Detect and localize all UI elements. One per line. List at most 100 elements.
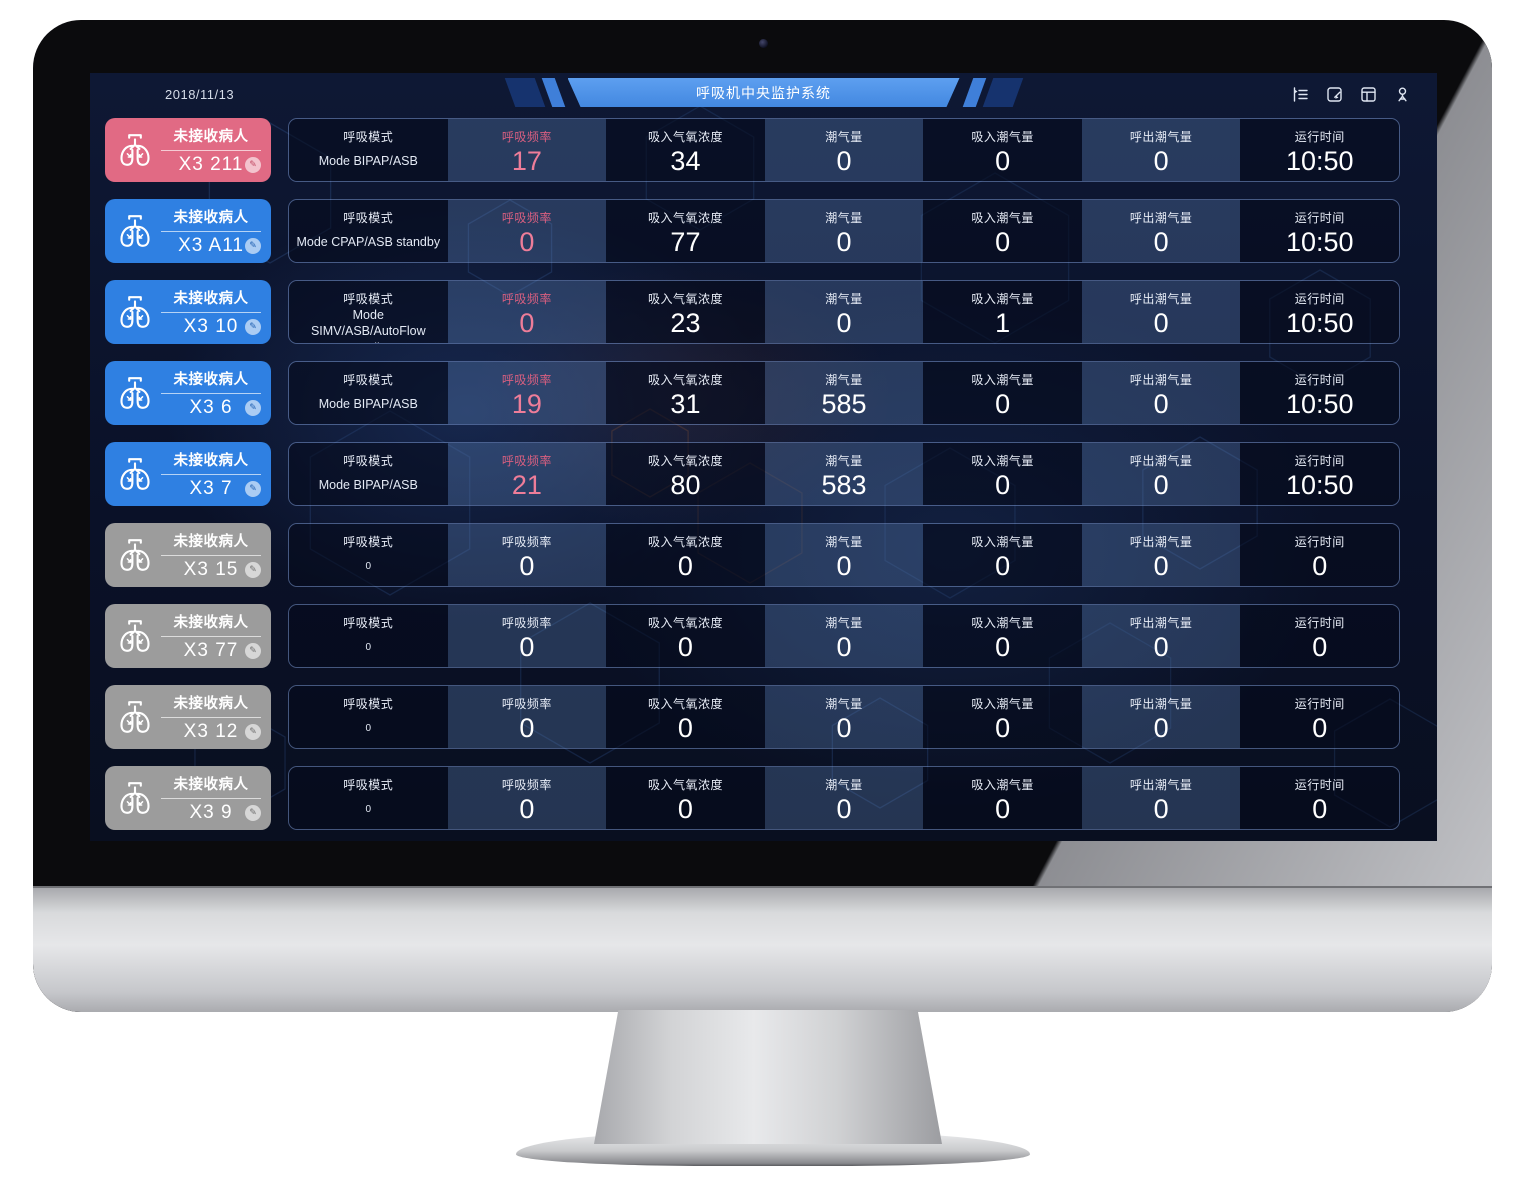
device-id: X3 7 xyxy=(189,477,233,499)
cell-col-4: 吸入潮气量 0 xyxy=(923,200,1082,262)
column-header: 呼吸频率 xyxy=(501,697,552,711)
cell-value: 0 xyxy=(1312,793,1328,824)
cell-value: 1 xyxy=(995,307,1011,338)
device-id: X3 211 xyxy=(178,153,244,175)
device-card[interactable]: 未接收病人 X3 211 ✎ xyxy=(105,118,271,182)
banner-slash-right-dark xyxy=(982,78,1023,107)
cell-col-4: 吸入潮气量 0 xyxy=(923,605,1082,667)
column-header: 吸入潮气量 xyxy=(971,697,1034,711)
cell-value: 0 xyxy=(995,226,1011,257)
column-header: 吸入潮气量 xyxy=(971,211,1034,225)
device-card[interactable]: 未接收病人 X3 10 ✎ xyxy=(105,280,271,344)
device-card[interactable]: 未接收病人 X3 15 ✎ xyxy=(105,523,271,587)
edit-icon[interactable]: ✎ xyxy=(245,642,261,659)
cell-value: 0 xyxy=(519,307,535,338)
edit-icon[interactable]: ✎ xyxy=(245,237,261,254)
cell-value: 0 xyxy=(836,631,852,662)
device-card[interactable]: 未接收病人 X3 9 ✎ xyxy=(105,766,271,830)
cell-value: 0 xyxy=(1312,631,1328,662)
column-header: 潮气量 xyxy=(825,535,863,549)
cell-value: 0 xyxy=(365,560,372,572)
cell-col-1: 呼吸频率 0 xyxy=(447,281,607,343)
cell-col-3: 潮气量 585 xyxy=(764,362,924,424)
patient-status-label: 未接收病人 xyxy=(173,614,249,631)
column-header: 呼吸频率 xyxy=(501,616,552,630)
column-header: 吸入气氧浓度 xyxy=(647,211,723,225)
app-screen: 2018/11/13 呼吸机中央监护系统 xyxy=(90,73,1437,841)
cell-col-5: 呼出潮气量 0 xyxy=(1081,443,1241,505)
cell-value: 10:50 xyxy=(1285,388,1354,419)
device-id: X3 A11 xyxy=(178,234,244,256)
device-row: 呼吸模式 0 呼吸频率 0 吸入气氧浓度 0 潮气量 0 吸入潮气量 0 呼出潮气量 0 运行时间 0 xyxy=(288,766,1400,830)
cell-col-1: 呼吸频率 21 xyxy=(447,443,607,505)
cell-col-5: 呼出潮气量 0 xyxy=(1081,605,1241,667)
patient-status-label: 未接收病人 xyxy=(173,776,249,793)
device-card[interactable]: 未接收病人 X3 12 ✎ xyxy=(105,685,271,749)
device-card[interactable]: 未接收病人 X3 7 ✎ xyxy=(105,442,271,506)
cell-value: 0 xyxy=(365,641,372,653)
edit-icon[interactable]: ✎ xyxy=(245,804,261,821)
card-divider xyxy=(161,392,261,394)
cell-col-4: 吸入潮气量 0 xyxy=(923,362,1082,424)
column-header: 运行时间 xyxy=(1294,616,1345,630)
edit-icon[interactable]: ✎ xyxy=(245,399,261,416)
cell-col-3: 潮气量 583 xyxy=(764,443,924,505)
cell-value: 80 xyxy=(670,469,701,500)
column-header: 呼吸模式 xyxy=(343,373,394,387)
cell-value: 21 xyxy=(511,469,542,500)
cell-col-6: 运行时间 0 xyxy=(1240,767,1399,829)
device-card[interactable]: 未接收病人 X3 6 ✎ xyxy=(105,361,271,425)
menu-collapse-icon[interactable] xyxy=(1291,85,1310,104)
edit-icon[interactable]: ✎ xyxy=(245,318,261,335)
layout-icon[interactable] xyxy=(1359,85,1378,104)
card-divider xyxy=(161,473,261,475)
cell-col-3: 潮气量 0 xyxy=(764,767,924,829)
device-row: 呼吸模式 Mode CPAP/ASB standby 呼吸频率 0 吸入气氧浓度 77 潮气… xyxy=(288,199,1400,263)
cell-col-5: 呼出潮气量 0 xyxy=(1081,686,1241,748)
cell-col-5: 呼出潮气量 0 xyxy=(1081,119,1241,181)
user-icon[interactable] xyxy=(1393,85,1412,104)
device-id: X3 15 xyxy=(183,558,239,580)
top-bar: 2018/11/13 呼吸机中央监护系统 xyxy=(90,73,1437,116)
edit-note-icon[interactable] xyxy=(1325,85,1344,104)
column-header: 呼吸频率 xyxy=(501,130,552,144)
cell-col-3: 潮气量 0 xyxy=(764,605,924,667)
column-header: 运行时间 xyxy=(1294,535,1345,549)
column-header: 呼出潮气量 xyxy=(1129,535,1193,549)
cell-value: 23 xyxy=(670,307,701,338)
toolbar xyxy=(1291,85,1412,104)
column-header: 吸入潮气量 xyxy=(971,130,1034,144)
edit-icon[interactable]: ✎ xyxy=(245,723,261,740)
cell-value: 10:50 xyxy=(1285,307,1354,338)
edit-icon[interactable]: ✎ xyxy=(245,480,261,497)
cell-value: 19 xyxy=(511,388,542,419)
cell-value: 0 xyxy=(1312,712,1328,743)
cell-value: 10:50 xyxy=(1285,226,1354,257)
cell-value: 0 xyxy=(677,793,693,824)
cell-value: 0 xyxy=(1153,145,1169,176)
column-header: 潮气量 xyxy=(825,616,863,630)
device-card[interactable]: 未接收病人 X3 77 ✎ xyxy=(105,604,271,668)
column-header: 潮气量 xyxy=(825,292,863,306)
cell-col-5: 呼出潮气量 0 xyxy=(1081,200,1241,262)
card-divider xyxy=(161,311,261,313)
device-card[interactable]: 未接收病人 X3 A11 ✎ xyxy=(105,199,271,263)
cell-col-2: 吸入气氧浓度 34 xyxy=(606,119,765,181)
cell-value: 0 xyxy=(836,793,852,824)
cell-col-6: 运行时间 0 xyxy=(1240,524,1399,586)
cell-col-6: 运行时间 10:50 xyxy=(1240,119,1399,181)
column-header: 呼吸模式 xyxy=(343,616,394,630)
device-id: X3 77 xyxy=(183,639,239,661)
column-header: 呼出潮气量 xyxy=(1129,211,1193,225)
cell-value: 0 xyxy=(1153,793,1169,824)
cell-col-4: 吸入潮气量 0 xyxy=(923,119,1082,181)
column-header: 运行时间 xyxy=(1294,292,1345,306)
edit-icon[interactable]: ✎ xyxy=(245,561,261,578)
card-divider xyxy=(161,716,261,718)
edit-icon[interactable]: ✎ xyxy=(245,156,261,173)
card-divider xyxy=(161,230,261,232)
cell-value: 0 xyxy=(1153,712,1169,743)
cell-value: 0 xyxy=(995,712,1011,743)
cell-value: 585 xyxy=(821,388,867,419)
